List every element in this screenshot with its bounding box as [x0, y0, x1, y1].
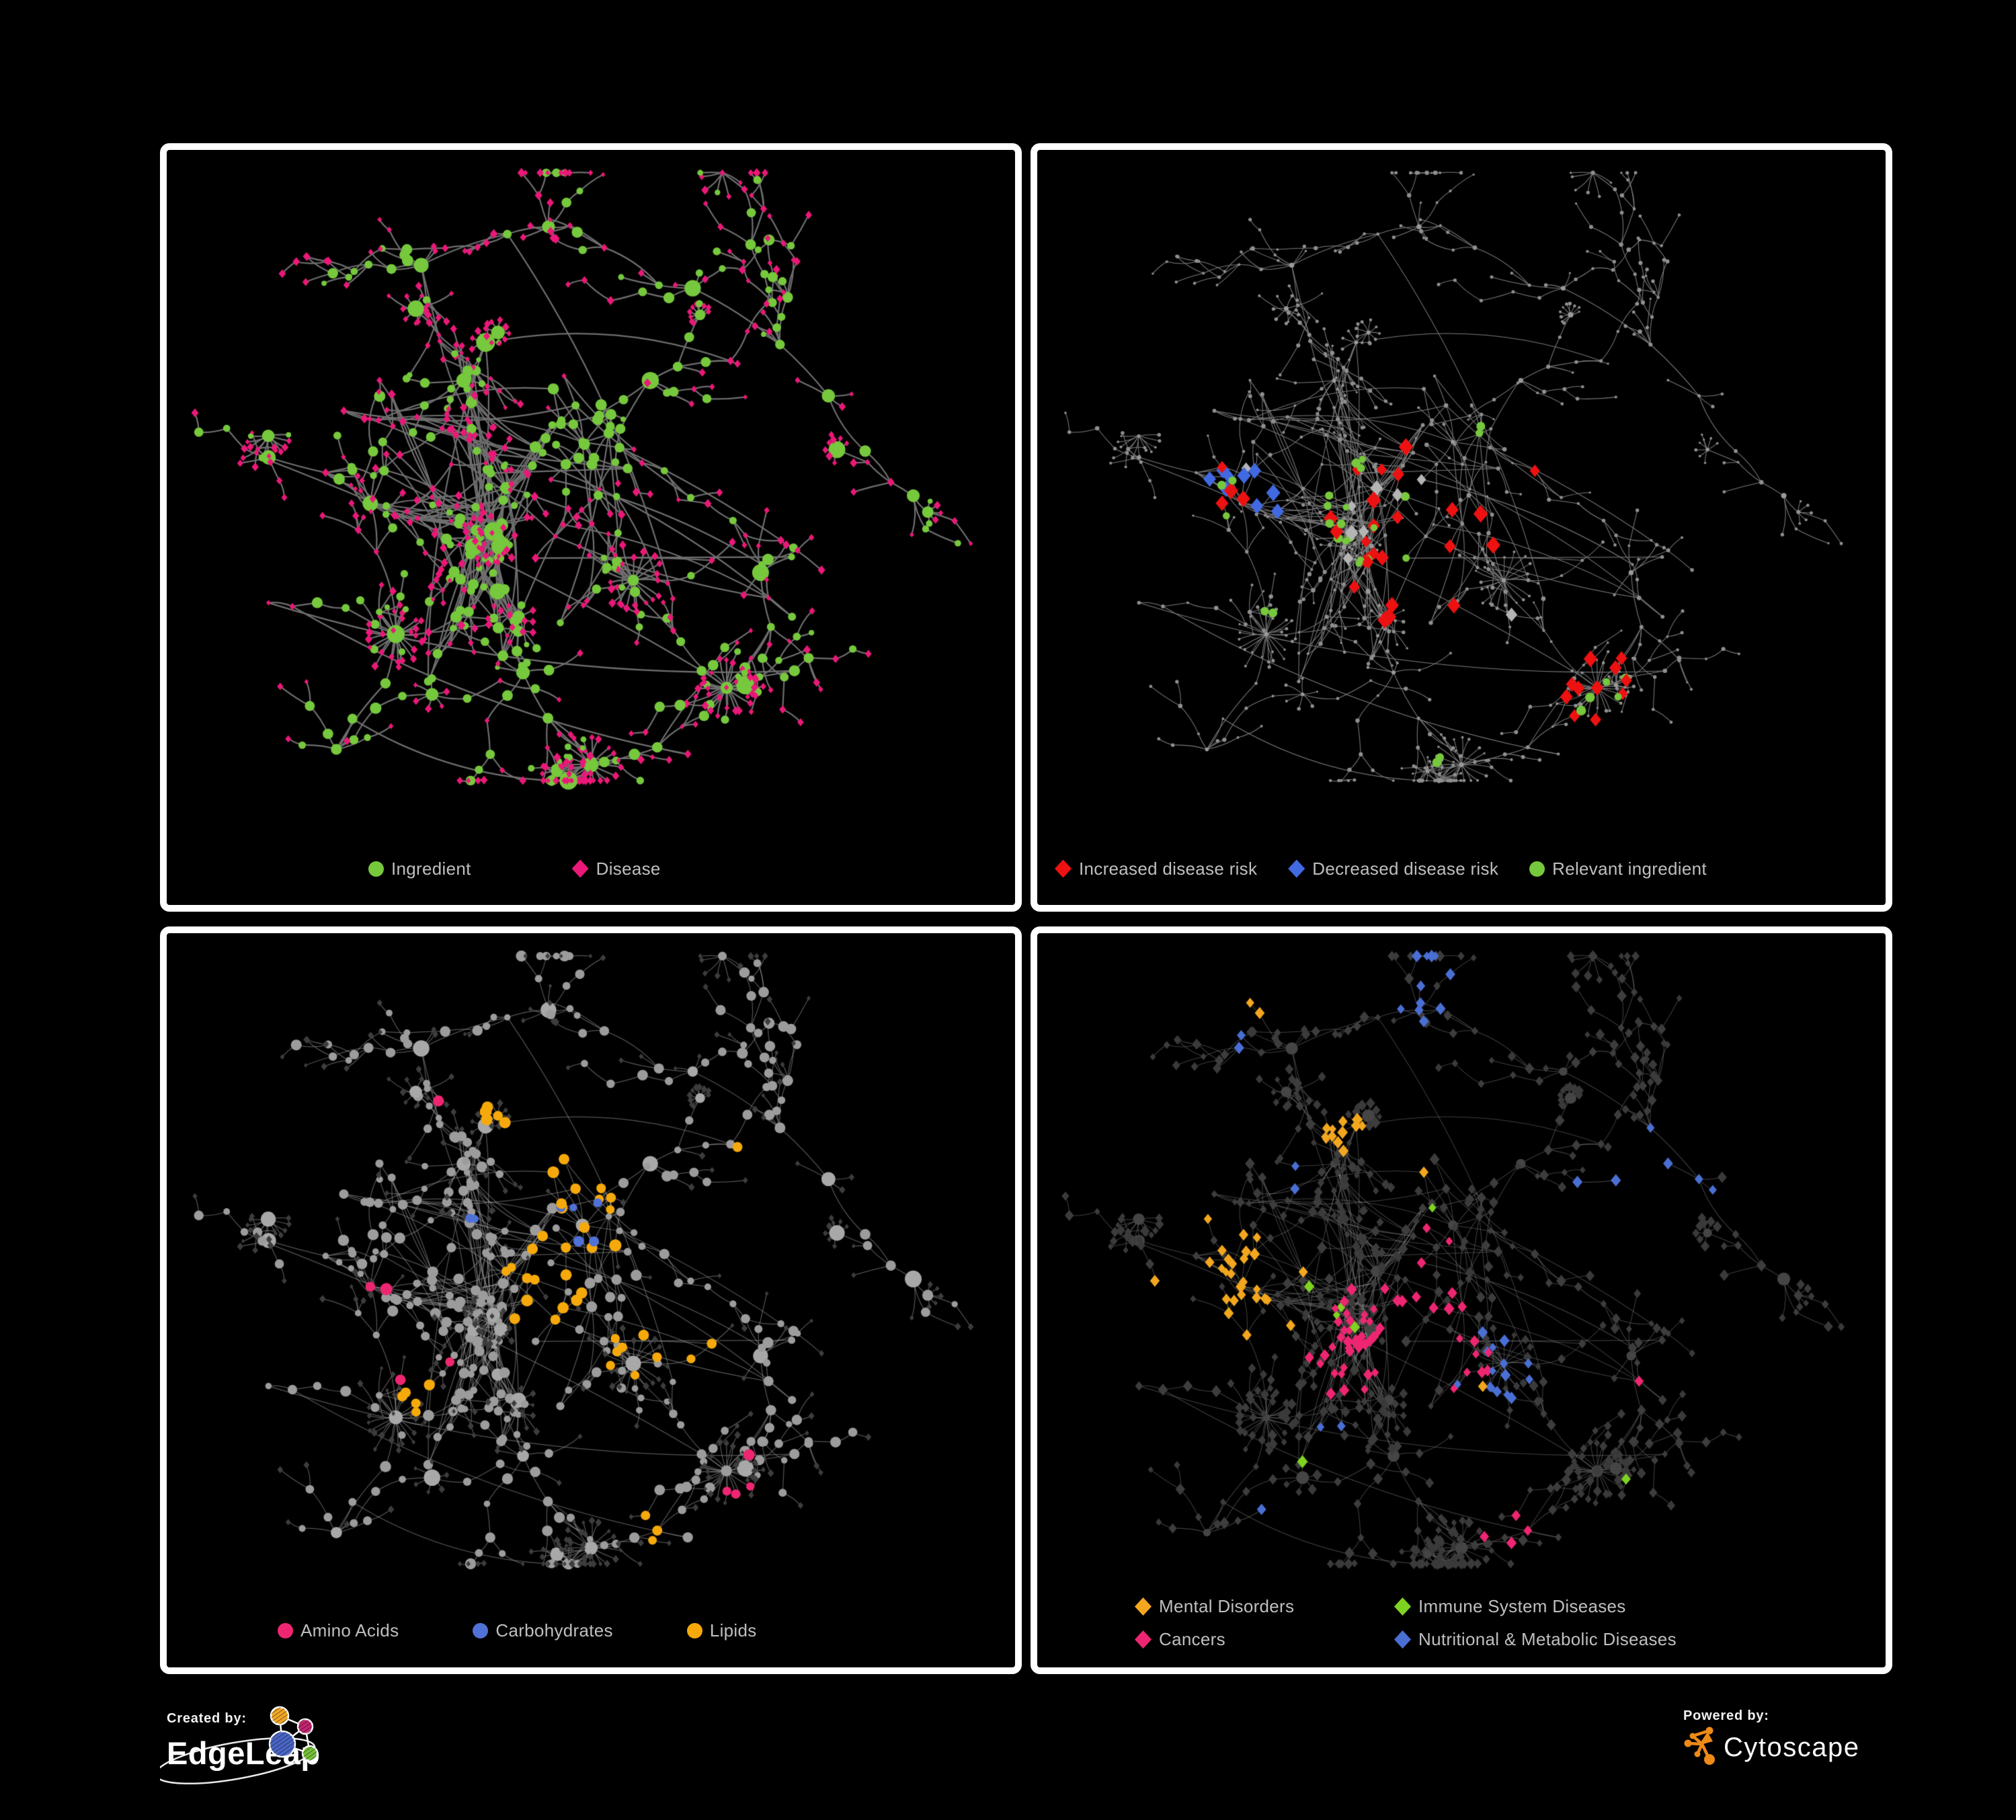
legend-ingredient-disease: Ingredient Disease: [368, 856, 661, 881]
legend-item-nutritional-metabolic-diseases: Nutritional & Metabolic Diseases: [1394, 1629, 1677, 1650]
legend-label: Relevant ingredient: [1552, 858, 1707, 879]
legend-item-increased-risk: Increased disease risk: [1055, 859, 1257, 879]
edgeleap-network-nodes: [268, 1706, 319, 1762]
legend-label: Nutritional & Metabolic Diseases: [1418, 1629, 1677, 1649]
cytoscape-icon-wedge: [1699, 1732, 1713, 1745]
legend-label: Amino Acids: [300, 1620, 399, 1640]
legend-item-carbohydrates: Carbohydrates: [473, 1620, 613, 1641]
legend-label: Cancers: [1159, 1629, 1225, 1649]
legend-label: Immune System Diseases: [1418, 1596, 1626, 1616]
nutritional-metabolic-diseases-swatch: [1394, 1630, 1411, 1649]
ingredient-swatch: [368, 861, 384, 877]
amino-acids-swatch: [278, 1622, 293, 1638]
network-canvas-macronutrients: [167, 933, 1015, 1667]
panel-disease-risk-network: Increased disease risk Decreased disease…: [1031, 143, 1892, 912]
network-canvas-ingredient-disease: [167, 150, 1015, 905]
legend-item-relevant-ingredient: Relevant ingredient: [1529, 859, 1707, 879]
network-canvas-disease-categories: [1037, 933, 1886, 1667]
legend-item-lipids: Lipids: [686, 1620, 757, 1641]
legend-label: Mental Disorders: [1159, 1596, 1295, 1616]
legend-item-decreased-risk: Decreased disease risk: [1288, 859, 1498, 879]
panel-ingredient-disease-network: Ingredient Disease: [160, 143, 1022, 912]
powered-by-block: Powered by: Cytoscape: [1679, 1705, 1901, 1786]
increased-risk-swatch: [1055, 859, 1072, 878]
legend-label: Carbohydrates: [495, 1620, 613, 1640]
network-canvas-disease-risk: [1037, 150, 1886, 905]
powered-by-label: Powered by:: [1683, 1708, 1769, 1723]
legend-item-immune-system-diseases: Immune System Diseases: [1394, 1596, 1677, 1617]
legend-label: Lipids: [709, 1620, 757, 1640]
mental-disorders-swatch: [1135, 1597, 1152, 1616]
legend-item-ingredient: Ingredient: [368, 859, 471, 879]
relevant-ingredient-swatch: [1529, 861, 1545, 877]
panel-disease-category-network: Mental Disorders Immune System Diseases …: [1031, 926, 1892, 1674]
cytoscape-logo: Powered by: Cytoscape: [1683, 1708, 1859, 1765]
edgeleap-logo-text: EdgeLeap: [167, 1735, 321, 1771]
disease-swatch: [571, 859, 589, 878]
carbohydrates-swatch: [473, 1622, 489, 1638]
immune-system-diseases-swatch: [1394, 1597, 1411, 1616]
legend-item-mental-disorders: Mental Disorders: [1135, 1596, 1394, 1617]
decreased-risk-swatch: [1288, 859, 1305, 878]
legend-disease-categories: Mental Disorders Immune System Diseases …: [1135, 1596, 1677, 1650]
cytoscape-logo-text: Cytoscape: [1724, 1733, 1859, 1762]
legend-disease-risk: Increased disease risk Decreased disease…: [1055, 856, 1707, 881]
legend-label: Decreased disease risk: [1312, 858, 1499, 879]
created-by-block: Created by: EdgeLeap: [155, 1705, 456, 1819]
created-by-label: Created by:: [167, 1711, 247, 1726]
edgeleap-logo: Created by: EdgeLeap: [155, 1706, 321, 1785]
cytoscape-icon: [1684, 1727, 1715, 1765]
legend-label: Ingredient: [391, 858, 471, 879]
panel-macronutrient-network: Amino Acids Carbohydrates Lipids: [160, 926, 1022, 1674]
legend-macronutrients: Amino Acids Carbohydrates Lipids: [278, 1618, 757, 1643]
legend-item-disease: Disease: [571, 858, 661, 879]
legend-item-amino-acids: Amino Acids: [278, 1620, 399, 1641]
legend-item-cancers: Cancers: [1135, 1629, 1394, 1650]
legend-label: Disease: [596, 858, 661, 879]
lipids-swatch: [686, 1622, 702, 1638]
cancers-swatch: [1135, 1630, 1152, 1649]
legend-label: Increased disease risk: [1079, 858, 1258, 879]
